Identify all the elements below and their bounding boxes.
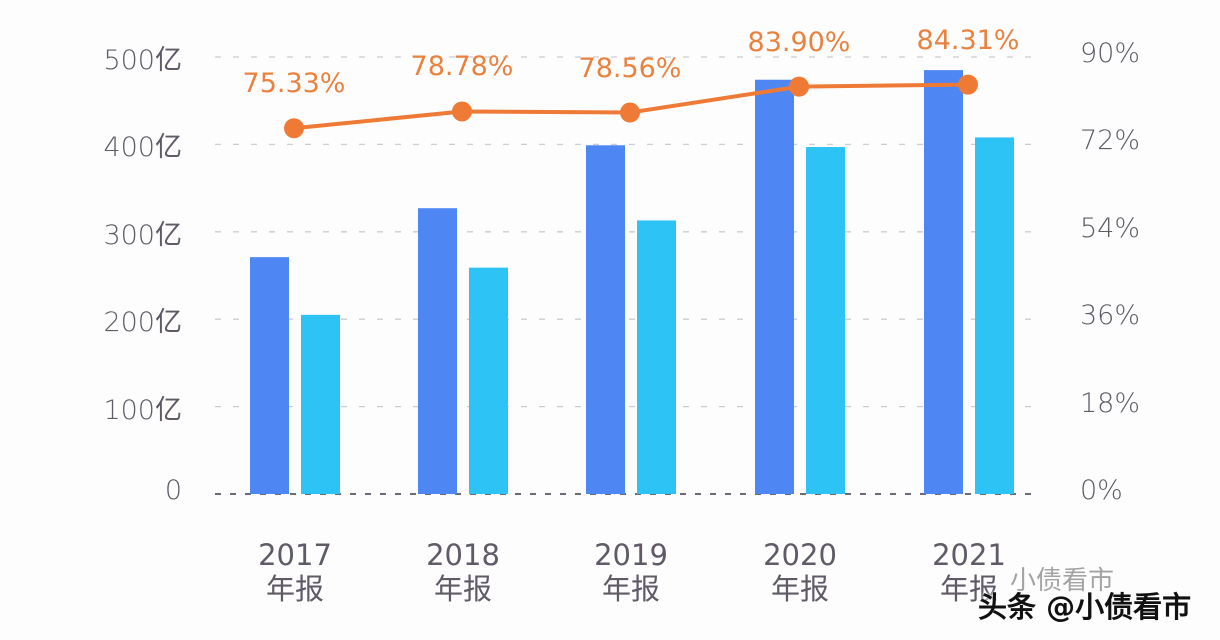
right-axis-tick: 18% xyxy=(1080,387,1141,419)
x-axis-category: 2021 年报 xyxy=(899,538,1039,606)
line-data-label: 78.78% xyxy=(410,51,514,83)
bar-light-2 xyxy=(637,220,676,495)
right-axis-tick: 90% xyxy=(1080,38,1141,69)
watermark-ghost: 小债看市 xyxy=(1010,566,1115,596)
bar-light-4 xyxy=(975,137,1014,494)
x-axis-category-line: 年报 xyxy=(265,572,324,606)
watermark: 头条 @小债看市 xyxy=(978,590,1192,624)
line-point-4 xyxy=(958,74,978,95)
left-axis-tick: 500亿 xyxy=(103,45,182,76)
x-axis-category-line: 年报 xyxy=(433,572,492,606)
left-axis-tick: 400亿 xyxy=(103,132,182,164)
x-axis-category-line: 2019 xyxy=(594,538,668,572)
left-axis-tick: 300亿 xyxy=(103,219,182,251)
x-axis-category: 2018 年报 xyxy=(393,538,533,606)
x-axis-category-line: 2021 xyxy=(932,538,1006,572)
line-point-0 xyxy=(284,118,304,139)
bar-dark-2 xyxy=(586,145,625,495)
bar-dark-1 xyxy=(418,208,457,494)
line-data-label: 84.31% xyxy=(916,24,1020,56)
bar-dark-3 xyxy=(755,79,794,494)
line-point-1 xyxy=(452,101,472,122)
line-data-label: 75.33% xyxy=(242,68,346,100)
bar-light-3 xyxy=(806,147,845,494)
x-axis-category-line: 年报 xyxy=(601,572,660,606)
right-axis-tick: 36% xyxy=(1080,300,1141,332)
bar-light-0 xyxy=(301,314,340,494)
line-data-label: 83.90% xyxy=(747,26,851,58)
line-data-label: 78.56% xyxy=(578,52,682,84)
line-point-3 xyxy=(789,76,809,97)
x-axis-category-line: 2020 xyxy=(763,538,837,572)
bar-dark-0 xyxy=(250,257,289,494)
x-axis-category: 2019 年报 xyxy=(561,538,701,606)
x-axis-category-line: 年报 xyxy=(939,572,998,606)
x-axis-category-line: 2018 xyxy=(426,538,500,572)
right-axis-tick: 0% xyxy=(1080,475,1123,506)
left-axis-tick: 0 xyxy=(164,475,182,506)
right-axis-tick: 54% xyxy=(1080,212,1141,244)
bar-light-1 xyxy=(469,267,508,494)
x-axis-category-line: 2017 xyxy=(258,538,332,572)
right-axis-tick: 72% xyxy=(1080,125,1141,157)
x-axis-category: 2017 年报 xyxy=(225,538,365,606)
left-axis-tick: 100亿 xyxy=(103,394,182,426)
x-axis-category-line: 年报 xyxy=(770,572,829,606)
line-point-2 xyxy=(620,102,640,123)
bar-dark-4 xyxy=(924,70,963,495)
left-axis-tick: 200亿 xyxy=(103,307,182,339)
x-axis-category: 2020 年报 xyxy=(730,538,870,606)
